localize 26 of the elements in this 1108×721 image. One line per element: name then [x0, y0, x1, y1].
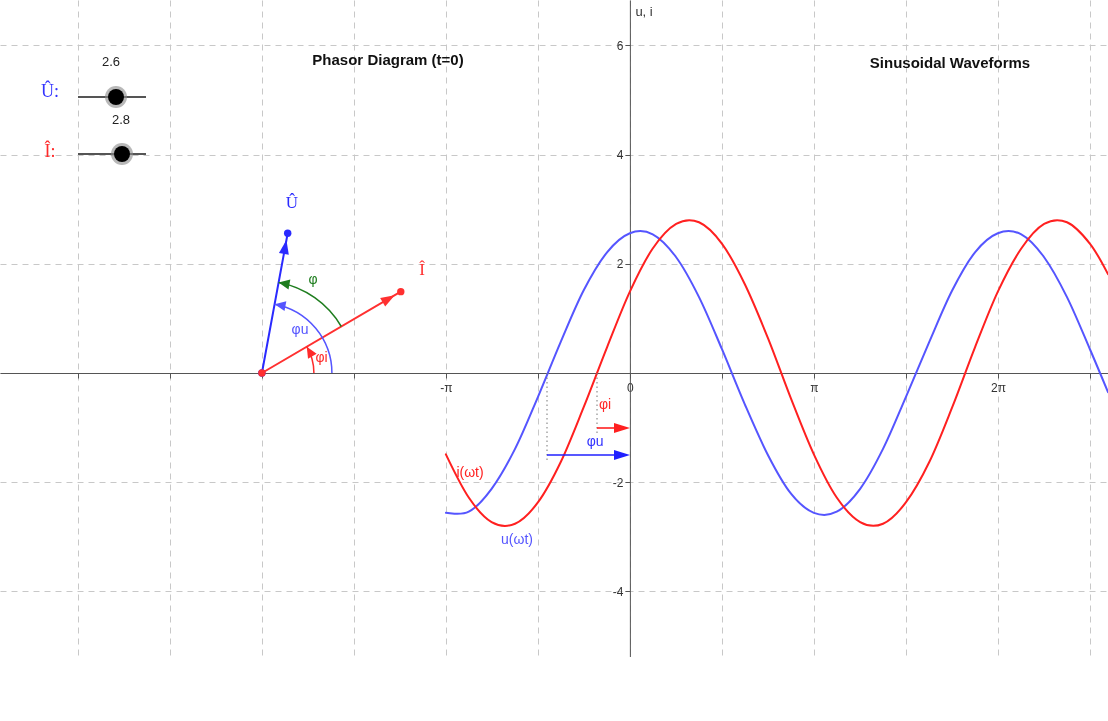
- series-label: Î: [419, 260, 426, 279]
- annotation: φi: [598, 396, 612, 412]
- text: u(ωt): [501, 531, 533, 547]
- x-tick-label: -π: [440, 380, 453, 395]
- y-tick-label: 6: [616, 38, 624, 53]
- y-axis-title: u, i: [635, 3, 653, 19]
- x-tick-label: 2π: [991, 380, 1007, 395]
- series-label: Û: [285, 193, 299, 212]
- annotation: 2.8: [111, 112, 131, 127]
- y-tick-label: -2: [612, 475, 624, 490]
- x-tick-label: π: [810, 380, 819, 395]
- annotation: φu: [586, 433, 604, 450]
- point: [397, 287, 405, 296]
- point: [283, 229, 292, 237]
- annotation: Û:: [41, 80, 59, 101]
- annotation: Phasor Diagram (t=0): [312, 51, 464, 68]
- text: Sinusoidal Waveforms: [869, 54, 1031, 71]
- y-tick-label: -4: [612, 584, 624, 599]
- annotation: φu: [291, 321, 309, 337]
- annotation: φi: [315, 349, 328, 366]
- annotation: 2.6: [101, 54, 121, 69]
- annotation: φ: [308, 271, 318, 287]
- y-tick-label: 2: [616, 257, 624, 272]
- y-tick-label: 4: [616, 148, 624, 163]
- annotation: Î:: [44, 140, 56, 161]
- series-label: i(ωt): [456, 464, 484, 480]
